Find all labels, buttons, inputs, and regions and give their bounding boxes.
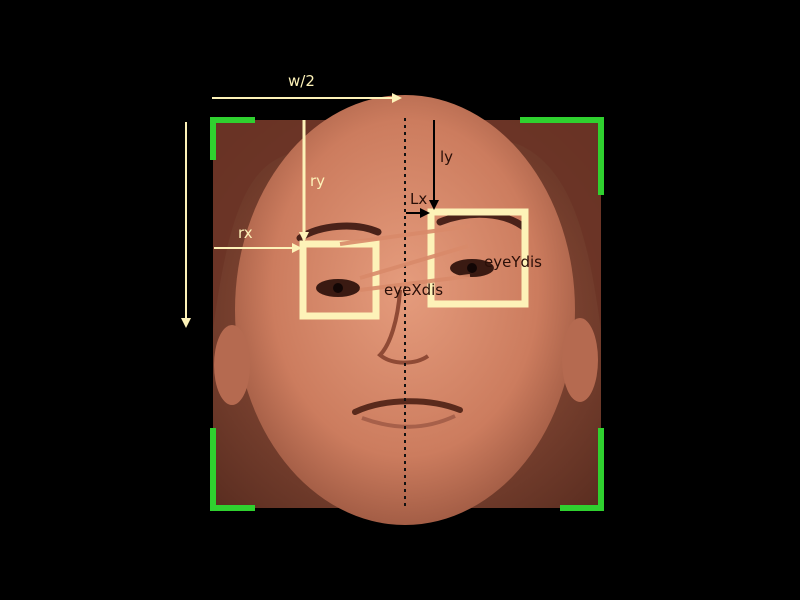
eye-x-dis-label: eyeXdis: [384, 281, 443, 299]
ry-label: ry: [310, 172, 325, 190]
face-bounding-frame: [210, 117, 604, 511]
ly-label: ly: [440, 148, 453, 166]
eye-y-dis-label: eyeYdis: [484, 253, 542, 271]
face-photo: [213, 95, 601, 525]
rx-label: rx: [238, 224, 253, 242]
right-eye-box: [299, 240, 380, 320]
eye-distance-lines: [339, 224, 471, 292]
half-width-label: w/2: [288, 72, 315, 90]
lx-label: Lx: [410, 190, 427, 208]
